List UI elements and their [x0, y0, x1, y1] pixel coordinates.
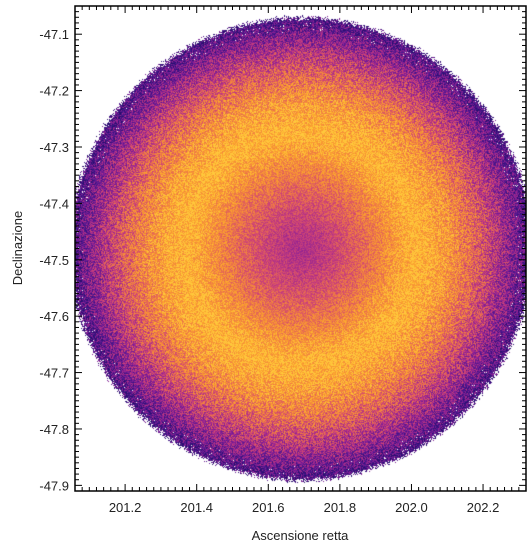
y-tick-label: -47.3 — [39, 140, 69, 155]
y-tick-label: -47.9 — [39, 478, 69, 493]
x-axis-title: Ascensione retta — [252, 528, 350, 543]
y-tick-label: -47.4 — [39, 196, 69, 211]
x-tick-label: 201.8 — [324, 500, 357, 515]
y-tick-label: -47.2 — [39, 84, 69, 99]
y-tick-label: -47.1 — [39, 27, 69, 42]
y-axis-title: Declinazione — [10, 211, 25, 285]
x-tick-label: 201.4 — [180, 500, 213, 515]
y-tick-label: -47.7 — [39, 366, 69, 381]
x-axis: 201.2 201.4 201.6 201.8 202.0 202.2 — [74, 6, 527, 515]
density-image — [75, 6, 526, 491]
y-tick-label: -47.6 — [39, 309, 69, 324]
x-tick-label: 202.2 — [467, 500, 500, 515]
y-tick-label: -47.8 — [39, 422, 69, 437]
x-tick-label: 201.6 — [252, 500, 285, 515]
x-tick-label: 201.2 — [109, 500, 142, 515]
y-tick-label: -47.5 — [39, 253, 69, 268]
y-axis: -47.1 -47.2 -47.3 -47.4 -47.5 -47.6 -47.7 -47.8… — [39, 5, 526, 493]
density-heatmap — [75, 6, 526, 491]
x-tick-label: 202.0 — [395, 500, 428, 515]
